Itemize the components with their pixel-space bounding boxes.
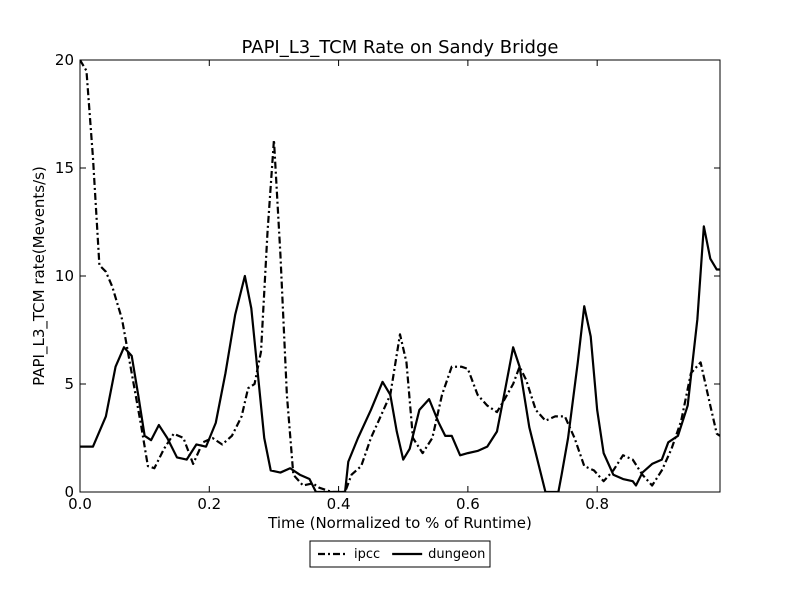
y-tick-label: 20: [55, 51, 74, 69]
x-tick-label: 0.4: [327, 495, 351, 513]
y-tick-label: 15: [55, 159, 74, 177]
x-tick-label: 0.2: [197, 495, 221, 513]
x-tick-label: 0.8: [585, 495, 609, 513]
x-tick-label: 0.6: [456, 495, 480, 513]
y-tick-label: 10: [55, 267, 74, 285]
plot-frame: [79, 59, 721, 493]
legend-label: ipcc: [354, 547, 380, 562]
chart-title: PAPI_L3_TCM Rate on Sandy Bridge: [242, 37, 559, 58]
y-tick-label: 5: [64, 375, 74, 393]
y-axis-label: PAPI_L3_TCM rate(Mevents/s): [30, 166, 49, 386]
x-axis-label: Time (Normalized to % of Runtime): [267, 514, 532, 532]
series-line: [80, 225, 720, 492]
y-tick-label: 0: [64, 483, 74, 501]
legend-label: dungeon: [428, 547, 485, 562]
x-tick-label: 0.0: [68, 495, 92, 513]
